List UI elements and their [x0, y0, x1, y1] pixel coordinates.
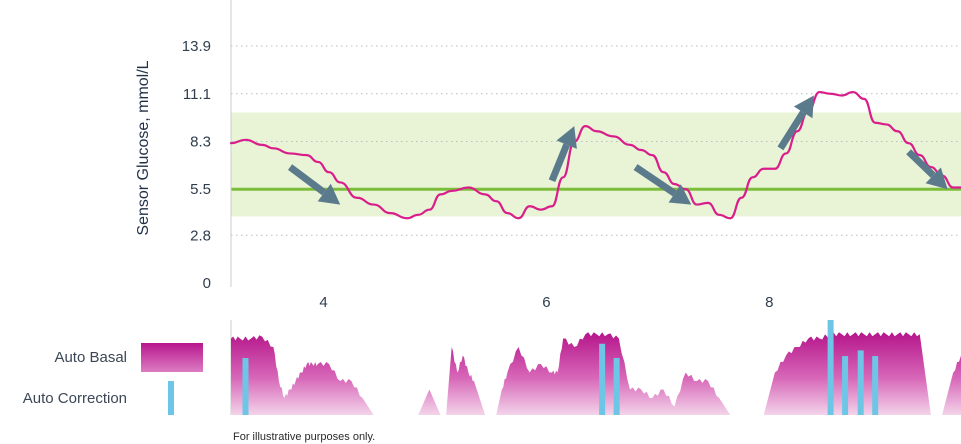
- legend-swatch-auto-basal: [141, 343, 203, 372]
- glucose-plot: 0 2.8 5.5 8.3 11.1 13.9 4 6 8 Sensor Glucose, m…: [135, 0, 961, 311]
- y-tick-label: 5.5: [190, 181, 211, 198]
- y-tick-label: 13.9: [182, 38, 211, 55]
- trend-arrow: [777, 95, 814, 151]
- trend-arrow: [548, 126, 577, 183]
- x-tick-label: 6: [542, 294, 550, 311]
- auto-correction-bar: [842, 356, 849, 415]
- therapy-plot: [230, 320, 961, 415]
- x-tick-label: 4: [319, 294, 327, 311]
- auto-correction-bar: [613, 358, 620, 415]
- auto-correction-bar: [857, 350, 864, 415]
- y-tick-label: 8.3: [190, 134, 211, 151]
- sensor-glucose-line: [229, 90, 961, 220]
- trend-arrow: [633, 164, 692, 205]
- trend-arrow: [906, 149, 948, 190]
- auto-basal-area: [231, 332, 961, 415]
- footnote: For illustrative purposes only.: [233, 431, 375, 443]
- y-tick-label: 0: [203, 275, 211, 292]
- trend-arrow: [287, 164, 341, 205]
- y-tick-labels: 0 2.8 5.5 8.3 11.1 13.9: [182, 38, 211, 292]
- legend-label-auto-correction: Auto Correction: [23, 390, 127, 407]
- x-tick-labels: 4 6 8: [319, 294, 773, 311]
- trend-arrows: [287, 95, 948, 205]
- target-range-band: [231, 112, 961, 217]
- y-axis-label: Sensor Glucose, mmol/L: [135, 60, 152, 235]
- y-tick-label: 2.8: [190, 227, 211, 244]
- auto-correction-bar: [872, 356, 879, 415]
- legend-swatch-auto-correction: [168, 381, 174, 415]
- legend-label-auto-basal: Auto Basal: [54, 349, 127, 366]
- auto-correction-bars: [242, 320, 879, 415]
- auto-correction-bar: [242, 358, 249, 415]
- y-tick-label: 11.1: [183, 86, 211, 103]
- auto-correction-bar: [827, 320, 834, 415]
- legend: Auto Basal Auto Correction: [23, 343, 203, 415]
- x-tick-label: 8: [765, 294, 773, 311]
- auto-correction-bar: [599, 343, 606, 415]
